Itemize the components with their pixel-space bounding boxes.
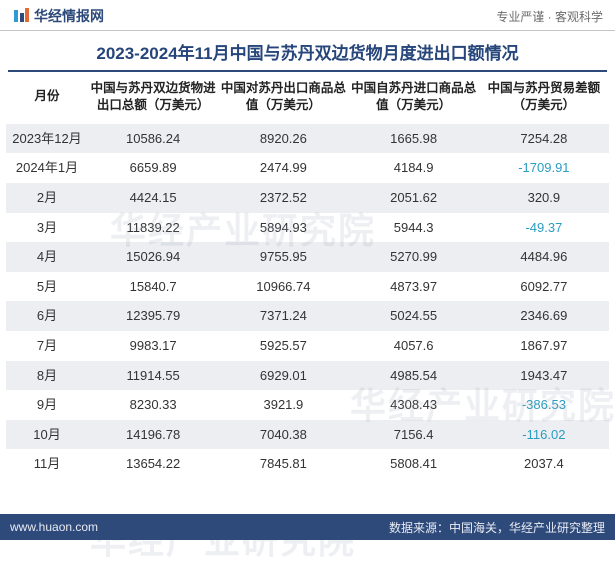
cell-import: 5944.3	[349, 213, 479, 243]
cell-total: 15840.7	[88, 272, 218, 302]
cell-balance: 1943.47	[479, 361, 609, 391]
cell-export: 2474.99	[218, 153, 348, 183]
table-row: 8月11914.556929.014985.541943.47	[6, 361, 609, 391]
cell-export: 9755.95	[218, 242, 348, 272]
cell-export: 2372.52	[218, 183, 348, 213]
cell-export: 7845.81	[218, 449, 348, 479]
cell-month: 9月	[6, 390, 88, 420]
cell-balance: 6092.77	[479, 272, 609, 302]
cell-balance: 1867.97	[479, 331, 609, 361]
table-row: 2023年12月10586.248920.261665.987254.28	[6, 124, 609, 154]
cell-import: 4873.97	[349, 272, 479, 302]
table-row: 2月4424.152372.522051.62320.9	[6, 183, 609, 213]
cell-month: 11月	[6, 449, 88, 479]
brand: 华经情报网	[12, 6, 104, 26]
cell-month: 2月	[6, 183, 88, 213]
cell-month: 2024年1月	[6, 153, 88, 183]
footer-bar: www.huaon.com 数据来源：中国海关，华经产业研究整理	[0, 514, 615, 540]
cell-total: 6659.89	[88, 153, 218, 183]
cell-month: 5月	[6, 272, 88, 302]
cell-balance: -386.53	[479, 390, 609, 420]
cell-import: 2051.62	[349, 183, 479, 213]
cell-export: 5894.93	[218, 213, 348, 243]
cell-month: 2023年12月	[6, 124, 88, 154]
table-row: 3月11839.225894.935944.3-49.37	[6, 213, 609, 243]
cell-total: 13654.22	[88, 449, 218, 479]
footer-site: www.huaon.com	[10, 520, 98, 534]
cell-import: 7156.4	[349, 420, 479, 450]
cell-balance: -1709.91	[479, 153, 609, 183]
table-head: 月份 中国与苏丹双边货物进出口总额（万美元） 中国对苏丹出口商品总值（万美元） …	[6, 72, 609, 124]
cell-total: 8230.33	[88, 390, 218, 420]
cell-balance: -49.37	[479, 213, 609, 243]
cell-export: 7371.24	[218, 301, 348, 331]
col-header-import: 中国自苏丹进口商品总值（万美元）	[349, 72, 479, 124]
cell-import: 4308.43	[349, 390, 479, 420]
table-row: 4月15026.949755.955270.994484.96	[6, 242, 609, 272]
cell-total: 4424.15	[88, 183, 218, 213]
brand-text: 华经情报网	[34, 6, 104, 26]
col-header-balance: 中国与苏丹贸易差额（万美元）	[479, 72, 609, 124]
cell-export: 10966.74	[218, 272, 348, 302]
brand-logo-icon	[12, 7, 30, 25]
cell-export: 3921.9	[218, 390, 348, 420]
slogan: 专业严谨 · 客观科学	[496, 8, 603, 25]
table-body: 2023年12月10586.248920.261665.987254.28202…	[6, 124, 609, 479]
table-row: 9月8230.333921.94308.43-386.53	[6, 390, 609, 420]
cell-import: 4184.9	[349, 153, 479, 183]
cell-month: 4月	[6, 242, 88, 272]
cell-balance: 4484.96	[479, 242, 609, 272]
cell-total: 12395.79	[88, 301, 218, 331]
cell-export: 5925.57	[218, 331, 348, 361]
cell-import: 4057.6	[349, 331, 479, 361]
cell-month: 7月	[6, 331, 88, 361]
cell-month: 8月	[6, 361, 88, 391]
data-table: 月份 中国与苏丹双边货物进出口总额（万美元） 中国对苏丹出口商品总值（万美元） …	[6, 72, 609, 479]
table-row: 7月9983.175925.574057.61867.97	[6, 331, 609, 361]
cell-month: 6月	[6, 301, 88, 331]
cell-export: 7040.38	[218, 420, 348, 450]
cell-balance: 320.9	[479, 183, 609, 213]
cell-import: 4985.54	[349, 361, 479, 391]
cell-total: 15026.94	[88, 242, 218, 272]
table-row: 2024年1月6659.892474.994184.9-1709.91	[6, 153, 609, 183]
header-bar: 华经情报网 专业严谨 · 客观科学	[0, 0, 615, 31]
page-title: 2023-2024年11月中国与苏丹双边货物月度进出口额情况	[8, 31, 607, 72]
cell-total: 14196.78	[88, 420, 218, 450]
col-header-month: 月份	[6, 72, 88, 124]
cell-import: 5024.55	[349, 301, 479, 331]
cell-import: 1665.98	[349, 124, 479, 154]
table-row: 6月12395.797371.245024.552346.69	[6, 301, 609, 331]
table-row: 11月13654.227845.815808.412037.4	[6, 449, 609, 479]
cell-export: 6929.01	[218, 361, 348, 391]
table-row: 10月14196.787040.387156.4-116.02	[6, 420, 609, 450]
cell-balance: -116.02	[479, 420, 609, 450]
cell-balance: 2037.4	[479, 449, 609, 479]
cell-total: 10586.24	[88, 124, 218, 154]
cell-import: 5808.41	[349, 449, 479, 479]
col-header-export: 中国对苏丹出口商品总值（万美元）	[218, 72, 348, 124]
col-header-total: 中国与苏丹双边货物进出口总额（万美元）	[88, 72, 218, 124]
cell-total: 9983.17	[88, 331, 218, 361]
cell-total: 11839.22	[88, 213, 218, 243]
cell-total: 11914.55	[88, 361, 218, 391]
footer-source: 数据来源：中国海关，华经产业研究整理	[389, 519, 605, 536]
table-wrap: 华经产业研究院 华经产业研究院 华经产业研究院 月份 中国与苏丹双边货物进出口总…	[0, 72, 615, 479]
cell-balance: 2346.69	[479, 301, 609, 331]
cell-balance: 7254.28	[479, 124, 609, 154]
cell-month: 3月	[6, 213, 88, 243]
table-row: 5月15840.710966.744873.976092.77	[6, 272, 609, 302]
cell-export: 8920.26	[218, 124, 348, 154]
cell-month: 10月	[6, 420, 88, 450]
cell-import: 5270.99	[349, 242, 479, 272]
